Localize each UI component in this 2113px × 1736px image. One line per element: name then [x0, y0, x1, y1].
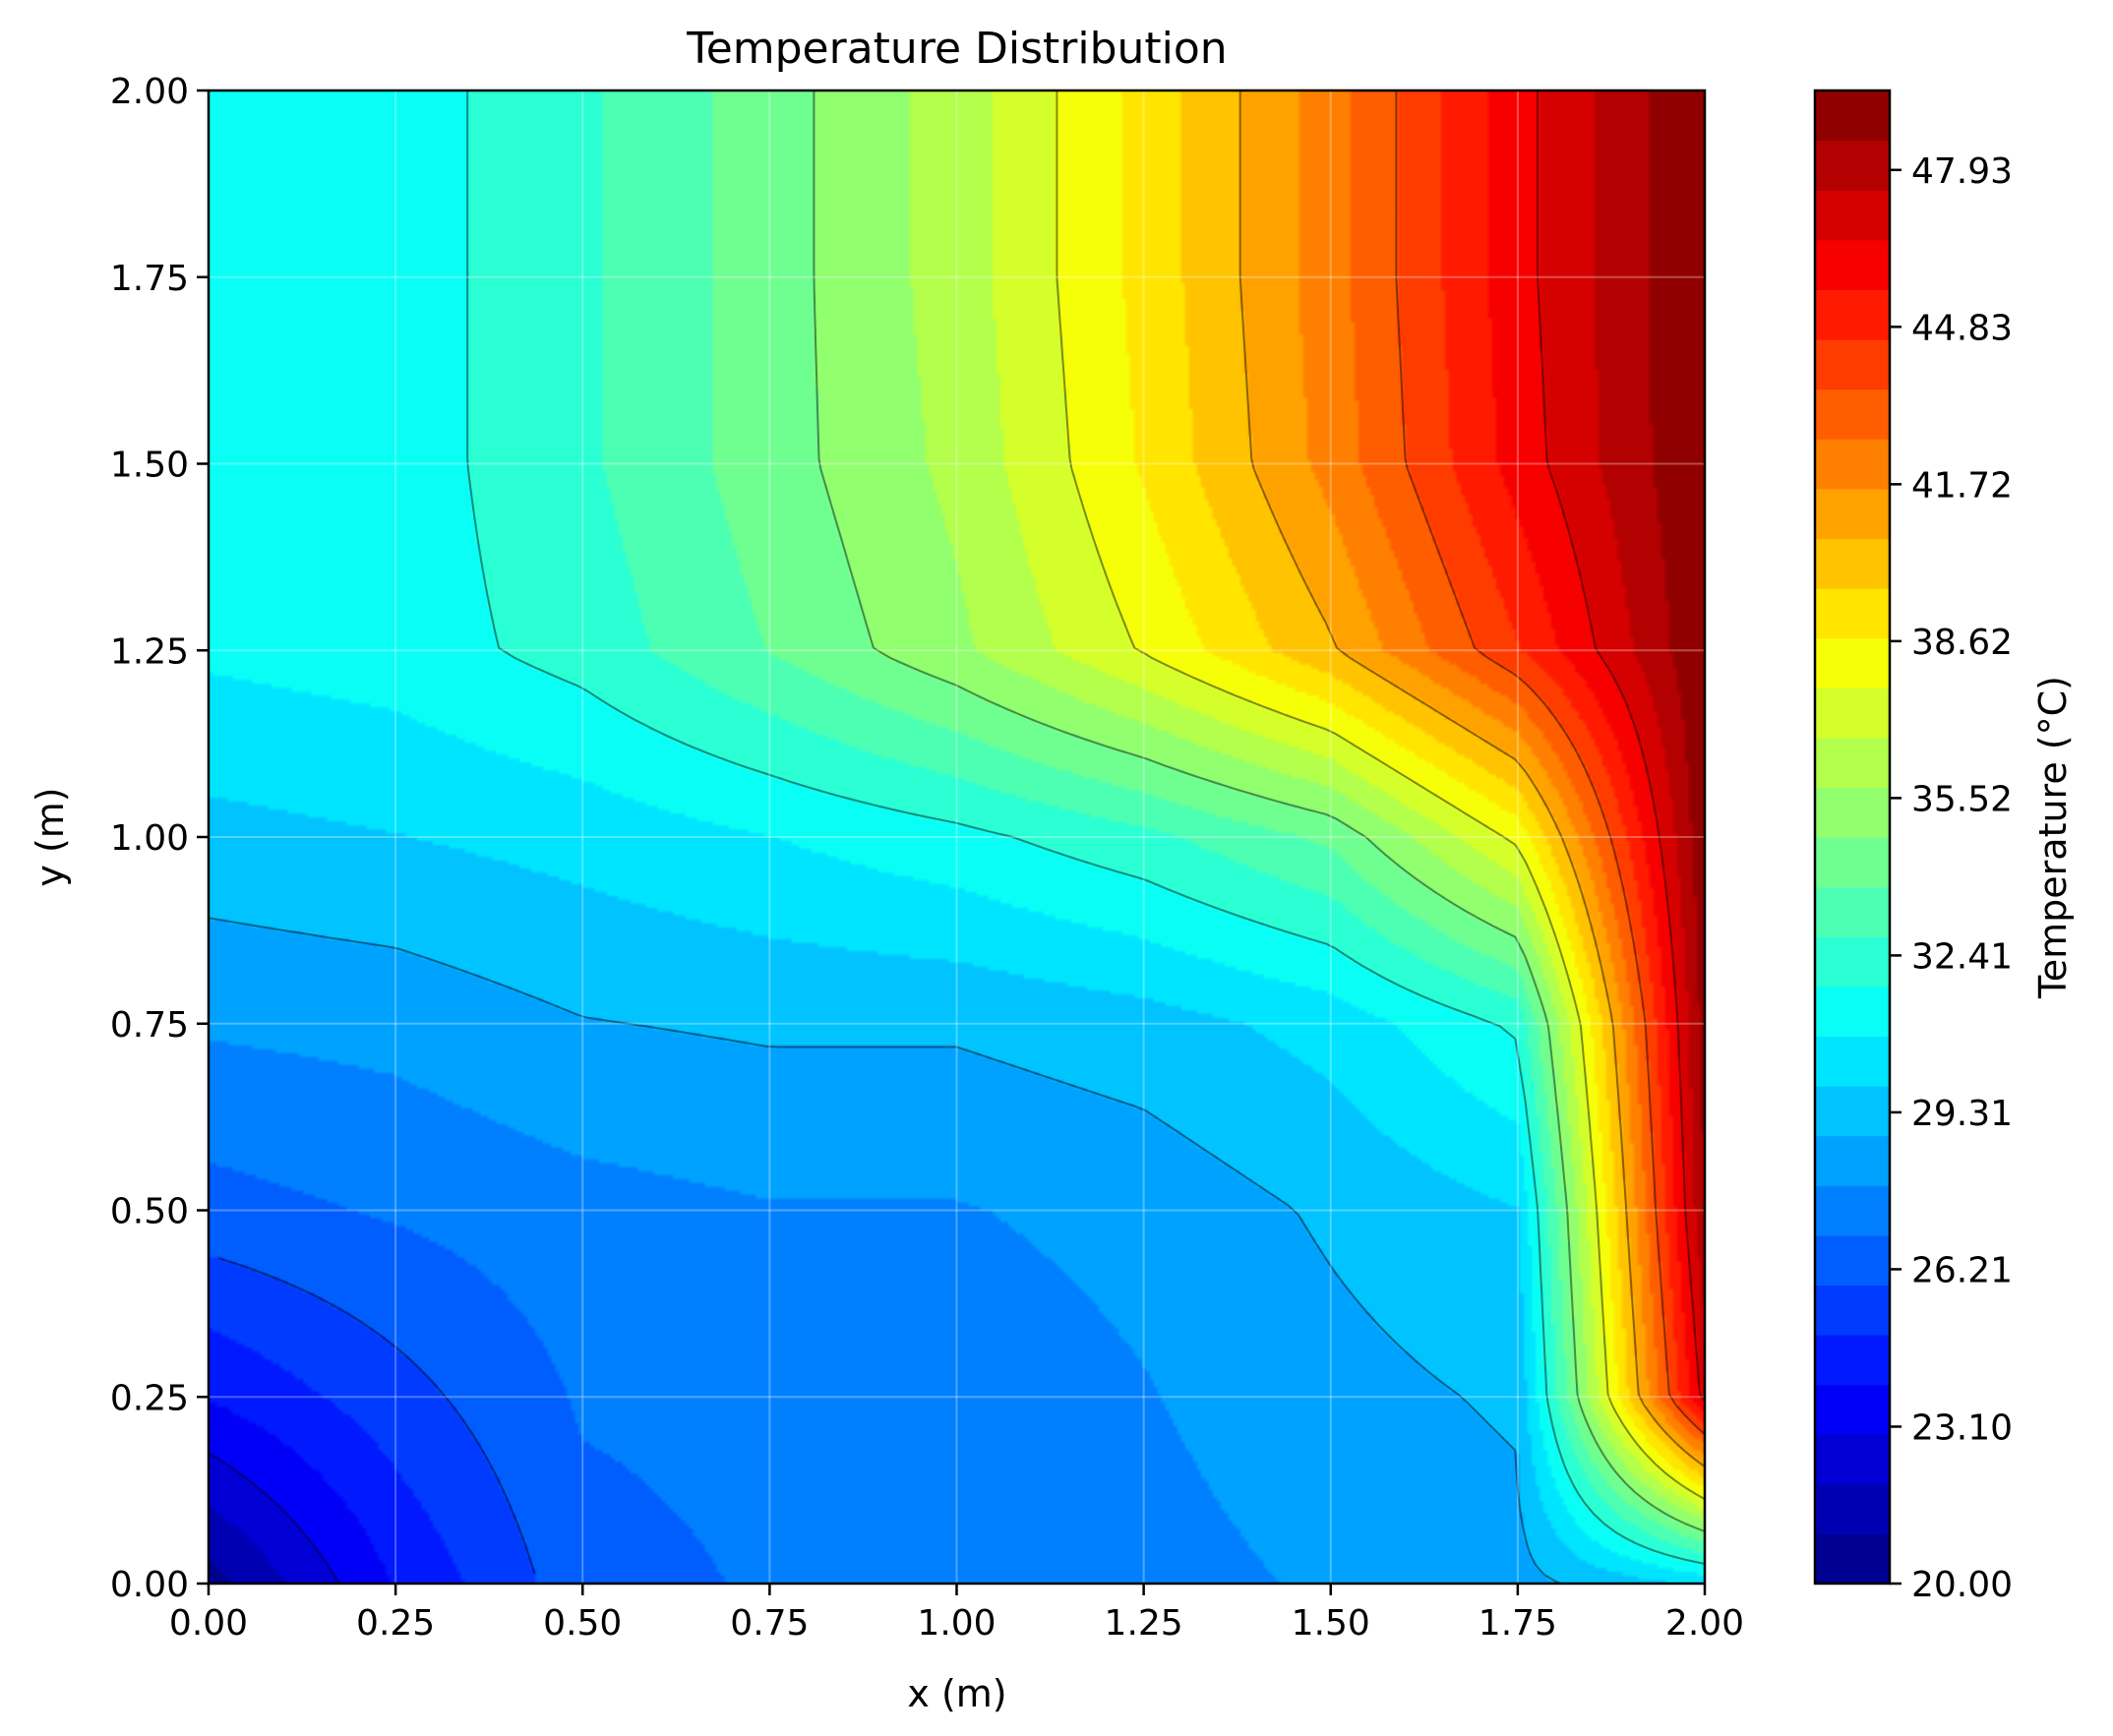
y-tick-label: 1.50 [110, 446, 189, 486]
temperature-heatmap [209, 90, 1705, 1584]
colorbar-band [1815, 936, 1890, 988]
x-tick-label: 1.00 [917, 1603, 996, 1644]
colorbar-band [1815, 1533, 1890, 1585]
colorbar-tick-label: 44.83 [1911, 308, 2013, 348]
x-tick-label: 0.00 [169, 1603, 248, 1644]
colorbar-label: Temperature (°C) [2031, 676, 2075, 999]
isotherm-line [1395, 90, 1706, 1435]
colorbar-bands [1815, 90, 1890, 1585]
y-tick-label: 0.00 [110, 1565, 189, 1605]
colorbar-tick-label: 38.62 [1911, 623, 2013, 663]
plot-area [207, 89, 1707, 1586]
isotherm-line [217, 1257, 536, 1575]
colorbar-band [1815, 289, 1890, 340]
colorbar-band [1815, 1434, 1890, 1485]
colorbar-band [1815, 1086, 1890, 1137]
y-tick-label: 1.25 [110, 631, 189, 672]
colorbar-band [1815, 588, 1890, 639]
colorbar-frame [1813, 89, 1892, 1586]
colorbar-band [1815, 538, 1890, 589]
colorbar-band [1815, 886, 1890, 937]
x-tick-label: 1.75 [1479, 1603, 1557, 1644]
isotherm-lines [208, 90, 1706, 1585]
colorbar-band [1815, 239, 1890, 290]
colorbar-band [1815, 1135, 1890, 1186]
isotherm-line [813, 90, 1706, 1532]
x-tick-label: 1.50 [1292, 1603, 1370, 1644]
colorbar-band [1815, 1483, 1890, 1534]
y-axis-label: y (m) [29, 787, 72, 886]
colorbar-band [1815, 1185, 1890, 1236]
y-axis: 0.00 0.25 0.50 0.75 1.00 1.25 1.50 1.75 2.00 [110, 72, 209, 1605]
colorbar-band [1815, 688, 1890, 739]
colorbar-tick-label: 32.41 [1911, 936, 2013, 977]
colorbar-tick-label: 35.52 [1911, 779, 2013, 819]
isotherm-line [1537, 90, 1706, 1403]
colorbar-band [1815, 1285, 1890, 1336]
colorbar-band [1815, 787, 1890, 838]
colorbar-band [1815, 339, 1890, 390]
colorbar-tick-label: 26.21 [1911, 1250, 2013, 1290]
x-axis: 0.00 0.25 0.50 0.75 1.00 1.25 1.50 1.75 2.00 [169, 1584, 1744, 1644]
y-tick-label: 1.00 [110, 818, 189, 859]
colorbar-band [1815, 837, 1890, 888]
colorbar: 20.00 23.10 26.21 29.31 32.41 35.52 38.62 41.72… [1813, 89, 2075, 1605]
colorbar-band [1815, 439, 1890, 490]
x-tick-label: 0.50 [543, 1603, 622, 1644]
colorbar-tick-label: 20.00 [1911, 1565, 2013, 1605]
colorbar-ticks: 20.00 23.10 26.21 29.31 32.41 35.52 38.62 41.72… [1890, 151, 2013, 1605]
x-tick-label: 0.75 [730, 1603, 809, 1644]
y-tick-label: 1.75 [110, 259, 189, 299]
colorbar-band [1815, 986, 1890, 1037]
colorbar-band [1815, 488, 1890, 539]
y-tick-label: 0.25 [110, 1378, 189, 1418]
colorbar-band [1815, 1234, 1890, 1286]
isotherm-line [466, 90, 1706, 1565]
isotherm-line [1238, 90, 1706, 1467]
colorbar-band [1815, 1384, 1890, 1435]
isotherm-line [1056, 90, 1706, 1500]
isotherm-line [208, 917, 1562, 1585]
y-tick-label: 2.00 [110, 72, 189, 112]
colorbar-tick-label: 29.31 [1911, 1094, 2013, 1134]
colorbar-band [1815, 1036, 1890, 1087]
y-tick-label: 0.75 [110, 1005, 189, 1046]
x-axis-label: x (m) [907, 1672, 1006, 1715]
colorbar-tick-label: 23.10 [1911, 1407, 2013, 1448]
colorbar-band [1815, 637, 1890, 688]
y-tick-label: 0.50 [110, 1192, 189, 1232]
colorbar-tick-label: 47.93 [1911, 151, 2013, 192]
chart-title: Temperature Distribution [686, 24, 1227, 74]
colorbar-band [1815, 140, 1890, 191]
x-tick-label: 1.25 [1105, 1603, 1183, 1644]
x-tick-label: 0.25 [356, 1603, 435, 1644]
colorbar-band [1815, 90, 1890, 142]
x-tick-label: 2.00 [1665, 1603, 1744, 1644]
colorbar-band [1815, 389, 1890, 440]
colorbar-tick-label: 41.72 [1911, 465, 2013, 506]
colorbar-band [1815, 1335, 1890, 1386]
colorbar-band [1815, 190, 1890, 241]
colorbar-band [1815, 737, 1890, 788]
